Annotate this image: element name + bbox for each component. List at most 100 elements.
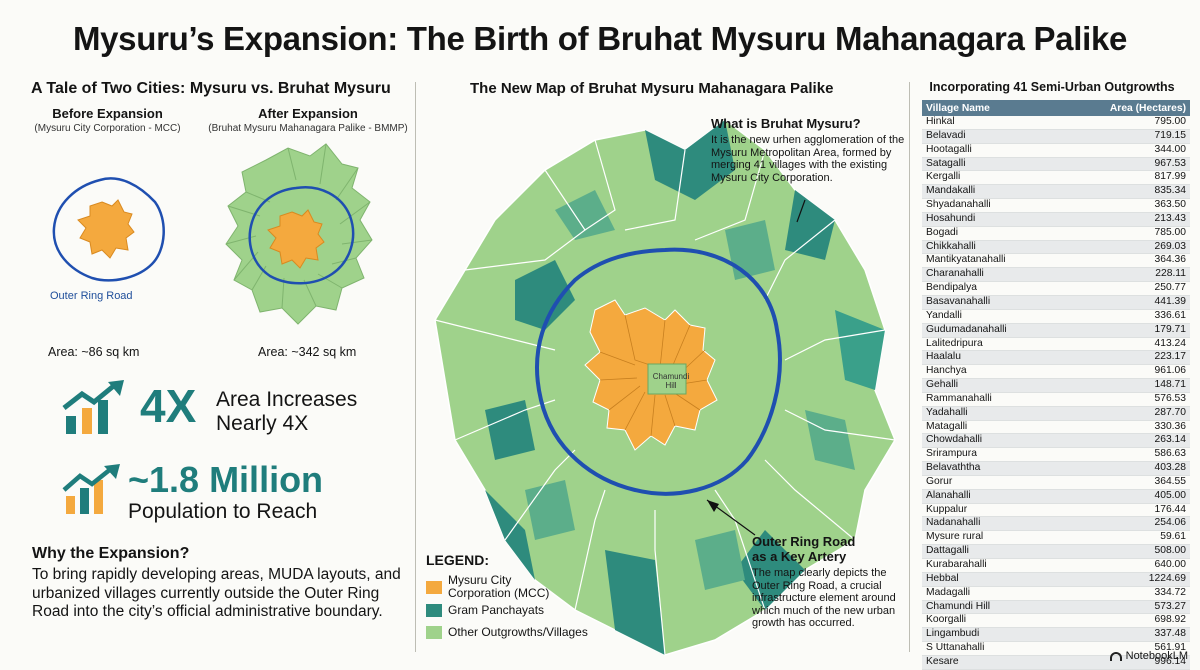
village-area-cell: 586.63 <box>1059 447 1190 463</box>
legend-swatch-other <box>426 626 442 639</box>
village-name-cell: Hosahundi <box>922 212 1060 227</box>
village-name-cell: Chikkahalli <box>922 240 1060 255</box>
table-row: Gorur 364.55 <box>922 475 1190 490</box>
village-area-cell: 363.50 <box>1059 198 1190 213</box>
village-name-cell: Chamundi Hill <box>922 600 1060 615</box>
village-name-cell: Mysure rural <box>922 530 1060 546</box>
divider-left <box>415 82 416 652</box>
village-area-cell: 795.00 <box>1059 116 1190 130</box>
before-area: Area: ~86 sq km <box>48 345 140 359</box>
table-row: Mandakalli 835.34 <box>922 184 1190 200</box>
gram-panchayat-regions <box>485 120 885 655</box>
table-row: Hosahundi 213.43 <box>922 212 1190 227</box>
table-row: Yadahalli 287.70 <box>922 406 1190 421</box>
table-row: Bendipalya 250.77 <box>922 281 1190 296</box>
table-row: Dattagalli 508.00 <box>922 544 1190 559</box>
what-title: What is Bruhat Mysuru? <box>711 116 861 131</box>
village-name-cell: Nadanahalli <box>922 516 1060 532</box>
table-row: Hinkal 795.00 <box>922 116 1190 130</box>
map-heading: The New Map of Bruhat Mysuru Mahanagara … <box>470 80 834 97</box>
table-row: Hanchya 961.06 <box>922 364 1190 380</box>
village-area-cell: 698.92 <box>1059 613 1190 629</box>
village-area-cell: 1224.69 <box>1059 572 1190 587</box>
before-title: Before Expansion <box>52 106 163 121</box>
village-area-cell: 287.70 <box>1059 406 1190 421</box>
village-name-cell: Gudumadanahalli <box>922 323 1060 338</box>
village-name-cell: Hebbal <box>922 572 1060 587</box>
table-row: Rammanahalli 576.53 <box>922 392 1190 407</box>
map-ring-road <box>535 247 782 496</box>
village-name-cell: Satagalli <box>922 157 1060 172</box>
col-header-area: Area (Hectares) <box>1059 100 1190 116</box>
village-area-cell: 576.53 <box>1059 392 1190 407</box>
table-row: Kurabarahalli 640.00 <box>922 558 1190 573</box>
table-row: Gehalli 148.71 <box>922 378 1190 393</box>
village-area-cell: 213.43 <box>1059 212 1190 227</box>
village-name-cell: Kesare <box>922 655 1060 670</box>
table-row: Madagalli 334.72 <box>922 586 1190 601</box>
why-expansion-text: To bring rapidly developing areas, MUDA … <box>32 566 401 620</box>
chamundi-label-line2: Hill <box>665 381 677 390</box>
village-name-cell: Belavaththa <box>922 461 1060 476</box>
village-name-cell: Charanahalli <box>922 267 1060 283</box>
after-ring-road <box>248 185 355 285</box>
table-row: Chamundi Hill 573.27 <box>922 600 1190 615</box>
table-row: Nadanahalli 254.06 <box>922 516 1190 532</box>
what-text: It is the new urhen agglomeration of the… <box>711 134 905 184</box>
page-title: Mysuru’s Expansion: The Birth of Bruhat … <box>72 20 1128 57</box>
legend-item-gram: Gram Panchayats <box>426 604 586 617</box>
village-area-cell: 223.17 <box>1059 350 1190 366</box>
legend-item-mcc: Mysuru City Corporation (MCC) <box>426 574 576 600</box>
legend-swatch-gram <box>426 604 442 617</box>
village-boundaries <box>434 139 896 656</box>
village-name-cell: Madagalli <box>922 586 1060 601</box>
village-area-cell: 961.06 <box>1059 364 1190 380</box>
village-name-cell: Kergalli <box>922 170 1060 186</box>
table-row: Belavaththa 403.28 <box>922 461 1190 476</box>
village-area-cell: 364.36 <box>1059 253 1190 269</box>
table-row: Lalitedripura 413.24 <box>922 337 1190 352</box>
table-row: Mantikyatanahalli 364.36 <box>922 253 1190 269</box>
brand-label: NotebookLM <box>1125 650 1188 662</box>
table-row: Kuppalur 176.44 <box>922 503 1190 518</box>
table-row: Satagalli 967.53 <box>922 157 1190 172</box>
village-name-cell: Hanchya <box>922 364 1060 380</box>
bmmp-map <box>434 119 896 656</box>
village-area-cell: 835.34 <box>1059 184 1190 200</box>
village-name-cell: S Uttanahalli <box>922 641 1060 656</box>
population-chart-icon <box>62 464 120 514</box>
village-area-cell: 263.14 <box>1059 433 1190 449</box>
after-map <box>225 143 373 325</box>
village-area-cell: 228.11 <box>1059 267 1190 283</box>
village-name-cell: Hinkal <box>922 116 1060 130</box>
table-row: Lingambudi 337.48 <box>922 627 1190 643</box>
after-mcc-area <box>267 209 325 269</box>
village-area-cell: 269.03 <box>1059 240 1190 255</box>
growth-chart-icon <box>62 380 124 434</box>
village-name-cell: Srirampura <box>922 447 1060 463</box>
village-area-cell: 179.71 <box>1059 323 1190 338</box>
col-header-village: Village Name <box>922 100 1060 116</box>
table-row: Kergalli 817.99 <box>922 170 1190 186</box>
ring-callout-text: The map clearly depicts the Outer Ring R… <box>752 567 896 629</box>
table-row: Basavanahalli 441.39 <box>922 295 1190 310</box>
legend-label-other: Other Outgrowths/Villages <box>448 625 588 639</box>
village-area-cell: 561.91 <box>1059 641 1190 656</box>
village-name-cell: Rammanahalli <box>922 392 1060 407</box>
legend-label-mcc: Mysuru City Corporation (MCC) <box>448 573 550 600</box>
village-name-cell: Gorur <box>922 475 1060 490</box>
stat-area-multiplier: 4X <box>140 380 197 432</box>
stat-population-label: Population to Reach <box>128 500 318 523</box>
ring-callout-title-1: Outer Ring Road <box>752 534 856 549</box>
village-name-cell: Mandakalli <box>922 184 1060 200</box>
after-subtitle: (Bruhat Mysuru Mahanagara Palike - BMMP) <box>208 123 408 134</box>
table-row: Mysure rural 59.61 <box>922 530 1190 546</box>
chamundi-hill-label: Chamundi Hill <box>649 372 693 390</box>
village-area-cell: 785.00 <box>1059 226 1190 241</box>
callout-arrow-top <box>796 199 806 223</box>
village-area-cell: 176.44 <box>1059 503 1190 518</box>
village-name-cell: Matagalli <box>922 420 1060 435</box>
legend-item-other: Other Outgrowths/Villages <box>426 626 616 639</box>
table-row: Charanahalli 228.11 <box>922 267 1190 283</box>
table-row: Haalalu 223.17 <box>922 350 1190 366</box>
